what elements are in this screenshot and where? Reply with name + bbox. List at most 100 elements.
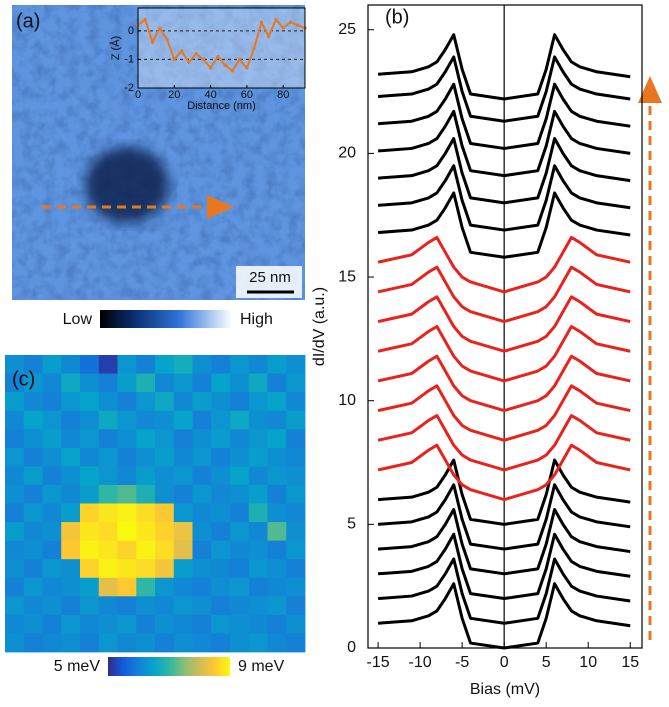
heatmap-cell <box>230 373 250 393</box>
heatmap-cell <box>267 596 287 616</box>
heatmap-cell <box>23 503 43 523</box>
colorbar-low: Low <box>63 311 93 328</box>
x-tick-label: 0 <box>500 654 509 671</box>
heatmap-cell <box>173 355 193 374</box>
heatmap-cell <box>192 614 212 634</box>
heatmap-cell <box>136 410 156 430</box>
heatmap-cell <box>23 522 43 542</box>
heatmap-cell <box>211 373 231 393</box>
heatmap-cell <box>248 614 268 634</box>
heatmap-cell <box>136 429 156 449</box>
heatmap-cell <box>230 596 250 616</box>
spectrum <box>377 33 631 101</box>
heatmap-cell <box>248 596 268 616</box>
heatmap-cell <box>80 429 100 449</box>
heatmap-cell <box>80 559 100 579</box>
spectrum <box>377 414 631 472</box>
spectrum <box>377 483 631 551</box>
heatmap-cell <box>23 373 43 393</box>
heatmap-cell <box>230 559 250 579</box>
heatmap-cell <box>192 373 212 393</box>
heatmap-cell <box>61 503 81 523</box>
profile-point <box>274 17 278 22</box>
heatmap-cell <box>61 614 81 634</box>
heatmap-cell <box>211 484 231 504</box>
spectrum <box>377 109 631 178</box>
heatmap-cell <box>98 484 118 504</box>
profile-point <box>288 20 293 24</box>
heatmap-cell <box>286 633 306 653</box>
heatmap-cell <box>61 466 81 486</box>
heatmap-cell <box>98 614 118 634</box>
profile-inset: 0 20 40 60 80 0 -1 -2 Distance (nm) Z (Å) <box>109 7 307 112</box>
heatmap-cell <box>211 596 231 616</box>
y-tick-label: 25 <box>338 21 356 38</box>
heatmap-cell <box>23 466 43 486</box>
heatmap-cell <box>173 447 193 467</box>
heatmap-cell <box>80 633 100 653</box>
y-tick-label: 0 <box>347 639 356 656</box>
heatmap-cell <box>5 503 25 523</box>
heatmap-cell <box>267 484 287 504</box>
x-tick-label: 10 <box>579 654 597 671</box>
heatmap-cell <box>5 429 25 449</box>
panel-label: (a) <box>16 10 40 32</box>
heatmap-cell <box>192 633 212 653</box>
heatmap-cell <box>267 577 287 597</box>
heatmap-cell <box>23 559 43 579</box>
heatmap-cell <box>23 447 43 467</box>
heatmap-cell <box>192 355 212 374</box>
profile-point <box>172 57 176 62</box>
heatmap-cell <box>286 577 306 597</box>
heatmap-cell <box>23 577 43 597</box>
heatmap-cell <box>155 373 175 393</box>
heatmap-cell <box>286 596 306 616</box>
profile-line <box>137 17 306 73</box>
x-tick-label: 0 <box>135 89 141 101</box>
profile-point <box>194 52 198 56</box>
heatmap-cell <box>267 559 287 579</box>
heatmap-cell <box>267 614 287 634</box>
colorbar-high: High <box>240 311 273 328</box>
heatmap-cell <box>5 484 25 504</box>
heatmap-cell <box>248 540 268 560</box>
colorbar <box>100 310 232 328</box>
heatmap-cell <box>211 355 231 374</box>
heatmap-cell <box>155 484 175 504</box>
heatmap-cell <box>42 429 62 449</box>
heatmap-cell <box>136 577 156 597</box>
heatmap-cell <box>248 522 268 542</box>
profile-point <box>252 46 256 50</box>
heatmap-cell <box>23 484 43 504</box>
x-tick-label: 20 <box>168 89 180 101</box>
heatmap-cell <box>5 447 25 467</box>
heatmap-cell <box>286 503 306 523</box>
heatmap-cell <box>155 522 175 542</box>
heatmap-cell <box>286 522 306 542</box>
spectrum <box>377 354 631 413</box>
y-tick-label: -2 <box>124 82 134 94</box>
heatmap-cell <box>23 596 43 616</box>
heatmap-cell <box>155 355 175 374</box>
heatmap-cell <box>155 614 175 634</box>
heatmap-cell <box>117 429 137 449</box>
heatmap-cell <box>136 466 156 486</box>
inset-bg <box>138 8 305 88</box>
heatmap-cell <box>248 559 268 579</box>
y-axis-label: dI/dV (a.u.) <box>311 287 328 366</box>
heatmap-cell <box>230 466 250 486</box>
heatmap-cell <box>267 466 287 486</box>
profile-point <box>158 26 162 30</box>
y-tick-label: 0 <box>128 25 134 37</box>
heatmap-cell <box>248 503 268 523</box>
heatmap-cell <box>192 429 212 449</box>
heatmap-cell <box>98 410 118 430</box>
heatmap-cell <box>286 559 306 579</box>
heatmap-cell <box>230 540 250 560</box>
heatmap-cell <box>136 522 156 542</box>
heatmap-cell <box>61 392 81 412</box>
heatmap-cell <box>286 429 306 449</box>
spectrum <box>377 532 631 601</box>
heatmap-cell <box>117 447 137 467</box>
